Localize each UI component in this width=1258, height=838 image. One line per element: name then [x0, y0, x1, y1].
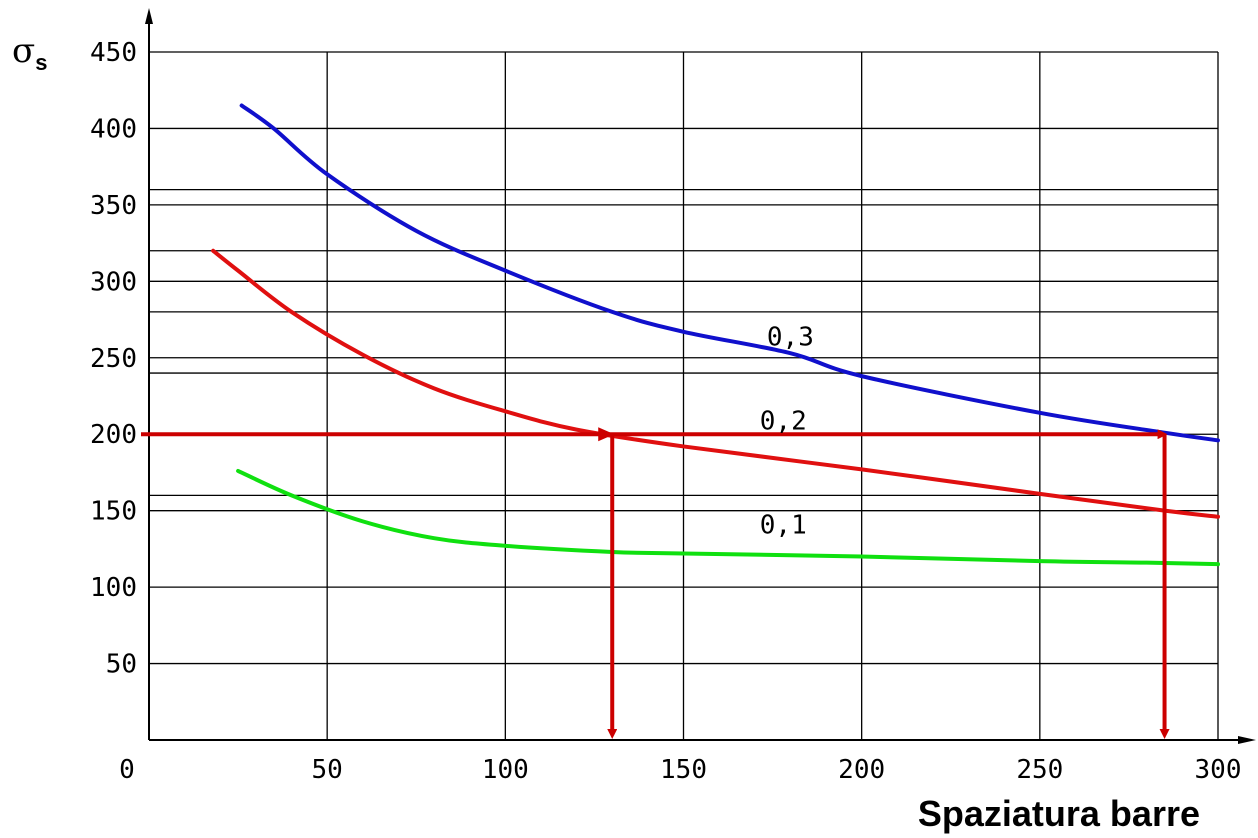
series-label-0-2: 0,2 — [760, 407, 807, 437]
y-tick-label-100: 100 — [90, 573, 137, 603]
y-axis-label: σs — [12, 31, 47, 75]
series-line-0-3 — [239, 103, 1220, 443]
x-tick-label-250: 250 — [1016, 755, 1063, 785]
x-tick-label-100: 100 — [482, 755, 529, 785]
x-axis-arrowhead — [1238, 736, 1256, 744]
y-tick-label-300: 300 — [90, 267, 137, 297]
y-tick-label-200: 200 — [90, 420, 137, 450]
series-label-0-3: 0,3 — [767, 323, 814, 353]
y-tick-label-450: 450 — [90, 38, 137, 68]
y-tick-label-250: 250 — [90, 344, 137, 374]
y-tick-label-150: 150 — [90, 497, 137, 527]
y-tick-label-50: 50 — [106, 650, 137, 680]
annotations — [141, 427, 1170, 739]
x-tick-label-0: 0 — [119, 755, 135, 785]
series-label-0-1: 0,1 — [760, 511, 807, 541]
x-axis-label: Spaziatura barre — [918, 793, 1200, 834]
x-tick-label-300: 300 — [1195, 755, 1242, 785]
y-axis-arrowhead — [145, 8, 153, 24]
x-tick-label-150: 150 — [660, 755, 707, 785]
grid — [149, 51, 1219, 740]
y-tick-label-350: 350 — [90, 191, 137, 221]
labels: 50 100 150 200 250 300 350 400 450 0 50 100 150 200 25… — [90, 38, 1241, 785]
series-line-0-1 — [236, 468, 1220, 567]
x-tick-label-50: 50 — [312, 755, 343, 785]
x-tick-label-200: 200 — [838, 755, 885, 785]
series-group — [211, 103, 1220, 567]
series-line-0-2 — [211, 248, 1220, 519]
y-tick-label-400: 400 — [90, 114, 137, 144]
reference-arrowhead-first — [598, 427, 615, 442]
axes — [145, 8, 1256, 744]
